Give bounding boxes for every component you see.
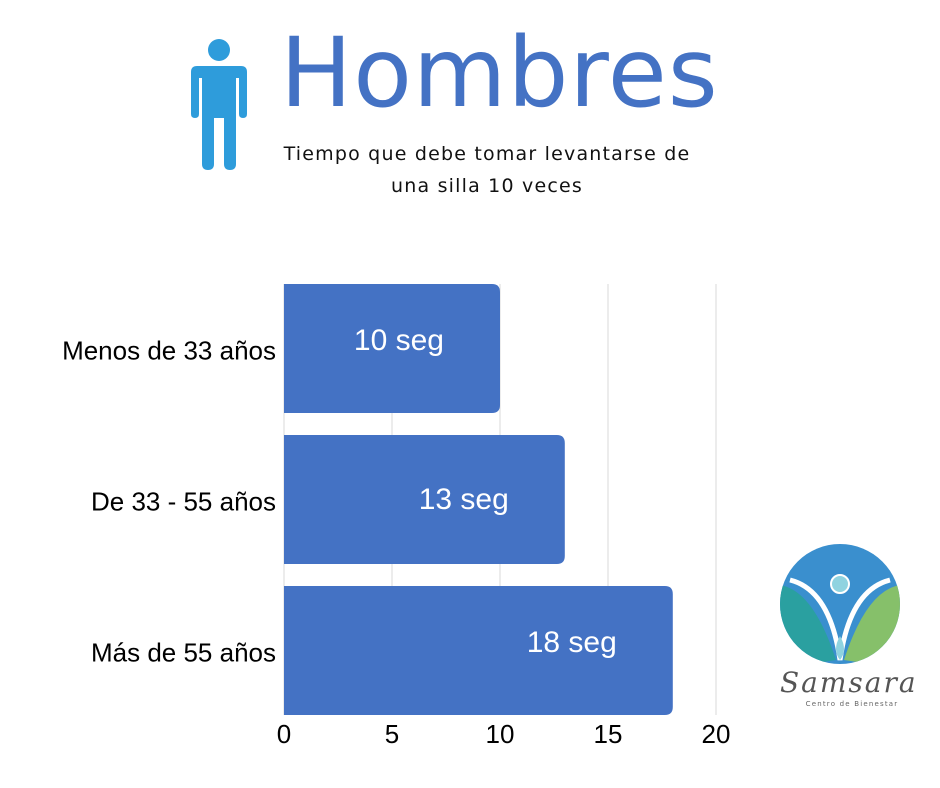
x-tick-label: 15 [594, 719, 623, 749]
x-tick-label: 10 [486, 719, 515, 749]
x-tick-label: 5 [385, 719, 399, 749]
data-label: 13 seg [419, 483, 509, 516]
category-label: Más de 55 años [91, 638, 276, 668]
bar [284, 284, 500, 413]
logo-name: Samsara [780, 666, 918, 699]
data-label: 10 seg [354, 324, 444, 357]
data-label: 18 seg [527, 626, 617, 659]
bar [284, 435, 565, 564]
bar [284, 586, 673, 715]
category-label: De 33 - 55 años [91, 487, 276, 517]
page-subtitle: Tiempo que debe tomar levantarse de una … [283, 143, 691, 197]
x-tick-label: 20 [702, 719, 731, 749]
page-title: Hombres [280, 17, 719, 129]
category-label: Menos de 33 años [62, 336, 276, 366]
samsara-logo [780, 544, 900, 664]
person-icon [191, 39, 247, 170]
bar-chart: 10 seg Menos de 33 años 13 seg De 33 - 55 a… [62, 284, 731, 749]
x-tick-label: 0 [277, 719, 291, 749]
logo-tagline: Centro de Bienestar [805, 700, 899, 708]
